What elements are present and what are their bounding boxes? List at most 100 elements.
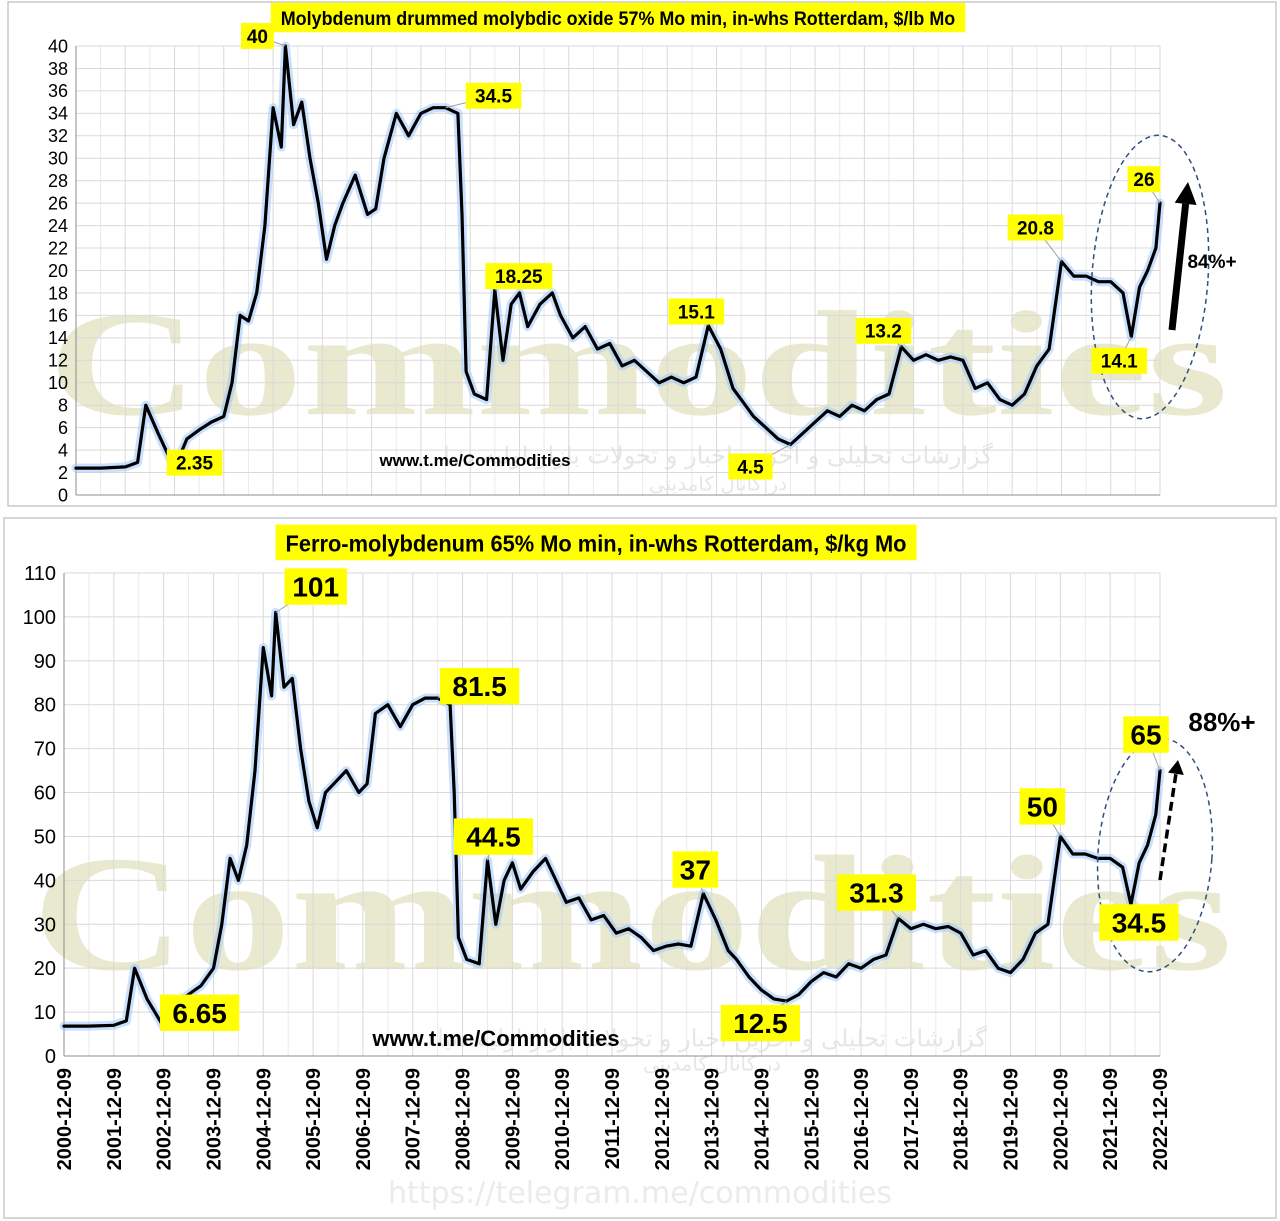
x-tick-label: 2021-12-09	[1100, 1068, 1122, 1170]
y-tick-label: 16	[48, 306, 68, 326]
y-tick-label: 0	[45, 1046, 56, 1068]
y-tick-label: 18	[48, 283, 68, 303]
y-tick-label: 22	[48, 238, 68, 258]
y-tick-label: 12	[48, 351, 68, 371]
y-tick-label: 30	[34, 914, 56, 936]
source-url: www.t.me/Commodities	[378, 451, 570, 470]
chart-title: Ferro-molybdenum 65% Mo min, in-whs Rott…	[286, 531, 907, 557]
chart-title: Molybdenum drummed molybdic oxide 57% Mo…	[281, 9, 956, 30]
price-line	[62, 610, 1162, 1029]
x-tick-label: 2008-12-09	[453, 1068, 475, 1170]
callout-label: 13.2	[865, 322, 902, 343]
callout-box	[166, 449, 223, 476]
panel-frame	[3, 517, 1277, 1219]
x-tick-label: 2014-12-09	[751, 1068, 773, 1170]
callout-label: 50	[1027, 792, 1058, 823]
y-tick-label: 28	[48, 171, 68, 191]
y-tick-label: 24	[48, 216, 68, 236]
callout-label: 18.25	[495, 267, 543, 288]
y-tick-label: 10	[34, 1002, 56, 1024]
y-tick-label: 14	[48, 328, 68, 348]
callout-label: 6.65	[172, 998, 227, 1029]
watermark-persian-top: گزارشات تحلیلی و آخرین اخبار و تحولات با…	[437, 1023, 987, 1052]
callout-label: 15.1	[678, 302, 715, 323]
x-tick-label: 2006-12-09	[353, 1068, 375, 1170]
chart-title-box	[270, 2, 966, 33]
y-tick-label: 10	[48, 373, 68, 393]
x-tick-label: 2017-12-09	[901, 1068, 923, 1170]
callout-box	[241, 23, 274, 49]
callout-label: 14.1	[1101, 352, 1138, 373]
trend-arrow-shaft	[1158, 773, 1178, 881]
x-tick-label: 2005-12-09	[303, 1068, 325, 1170]
x-tick-label: 2001-12-09	[104, 1068, 126, 1170]
y-tick-label: 60	[34, 783, 56, 805]
x-tick-label: 2022-12-09	[1150, 1068, 1172, 1170]
callout-box	[440, 667, 520, 705]
chart-panel-2: Commodities گزارشات تحلیلی و آخرین اخبار …	[3, 517, 1277, 1219]
watermark-telegram-url: https://telegram.me/commodities	[388, 1176, 892, 1211]
callout-box	[485, 263, 553, 290]
x-tick-label: 2011-12-09	[602, 1068, 624, 1169]
trend-arrow-icon	[1174, 182, 1197, 206]
y-tick-label: 70	[34, 739, 56, 761]
y-tick-label: 80	[34, 695, 56, 717]
y-tick-label: 38	[48, 59, 68, 79]
callout-box	[284, 568, 347, 605]
callout-box	[453, 818, 534, 855]
callout-label: 44.5	[466, 822, 521, 853]
x-tick-label: 2002-12-09	[154, 1068, 176, 1170]
y-tick-label: 32	[48, 126, 68, 146]
callout-label: 20.8	[1017, 218, 1054, 239]
y-tick-label: 2	[58, 463, 68, 483]
source-url: www.t.me/Commodities	[371, 1026, 619, 1051]
y-tick-label: 40	[34, 870, 56, 892]
callout-label: 26	[1133, 170, 1154, 191]
x-tick-label: 2000-12-09	[54, 1068, 76, 1170]
price-line	[74, 44, 1162, 471]
callout-box	[836, 874, 917, 911]
change-label: 84%+	[1187, 252, 1236, 273]
callout-label: 101	[292, 572, 339, 603]
y-tick-label: 20	[48, 261, 68, 281]
callout-label: 4.5	[737, 457, 764, 478]
trend-arrow-shaft	[1168, 203, 1190, 331]
callout-box	[668, 298, 725, 325]
change-label: 88%+	[1188, 707, 1255, 737]
callout-box	[1019, 788, 1066, 825]
callout-label: 2.35	[176, 453, 213, 474]
callout-label: 65	[1130, 720, 1161, 751]
x-tick-label: 2009-12-09	[502, 1068, 524, 1170]
y-tick-label: 6	[58, 418, 68, 438]
callout-label: 34.5	[475, 87, 512, 108]
x-tick-label: 2003-12-09	[203, 1068, 225, 1170]
callout-box	[465, 82, 522, 109]
callout-box	[1127, 166, 1161, 193]
x-tick-label: 2019-12-09	[1001, 1068, 1023, 1170]
callout-label: 40	[247, 27, 268, 48]
y-tick-label: 36	[48, 81, 68, 101]
callout-box	[855, 317, 912, 344]
chart-title-box	[275, 524, 917, 561]
y-tick-label: 30	[48, 149, 68, 169]
grid	[75, 45, 1161, 496]
callout-box	[720, 1004, 800, 1042]
y-tick-label: 100	[23, 607, 56, 629]
x-tick-label: 2012-12-09	[652, 1068, 674, 1170]
callout-label: 31.3	[849, 878, 904, 909]
highlight-ellipse	[1090, 134, 1210, 420]
x-tick-label: 2016-12-09	[851, 1068, 873, 1170]
callout-label: 12.5	[733, 1008, 788, 1039]
callout-box	[1123, 716, 1169, 753]
y-tick-label: 40	[48, 36, 68, 56]
callout-box	[1099, 904, 1179, 941]
trend-arrow-icon	[1168, 760, 1184, 776]
y-tick-label: 110	[24, 563, 56, 585]
x-tick-label: 2020-12-09	[1050, 1068, 1072, 1170]
callout-box	[160, 994, 240, 1032]
x-tick-label: 2007-12-09	[403, 1068, 425, 1170]
callout-box	[1007, 214, 1064, 241]
y-tick-label: 90	[34, 651, 56, 673]
